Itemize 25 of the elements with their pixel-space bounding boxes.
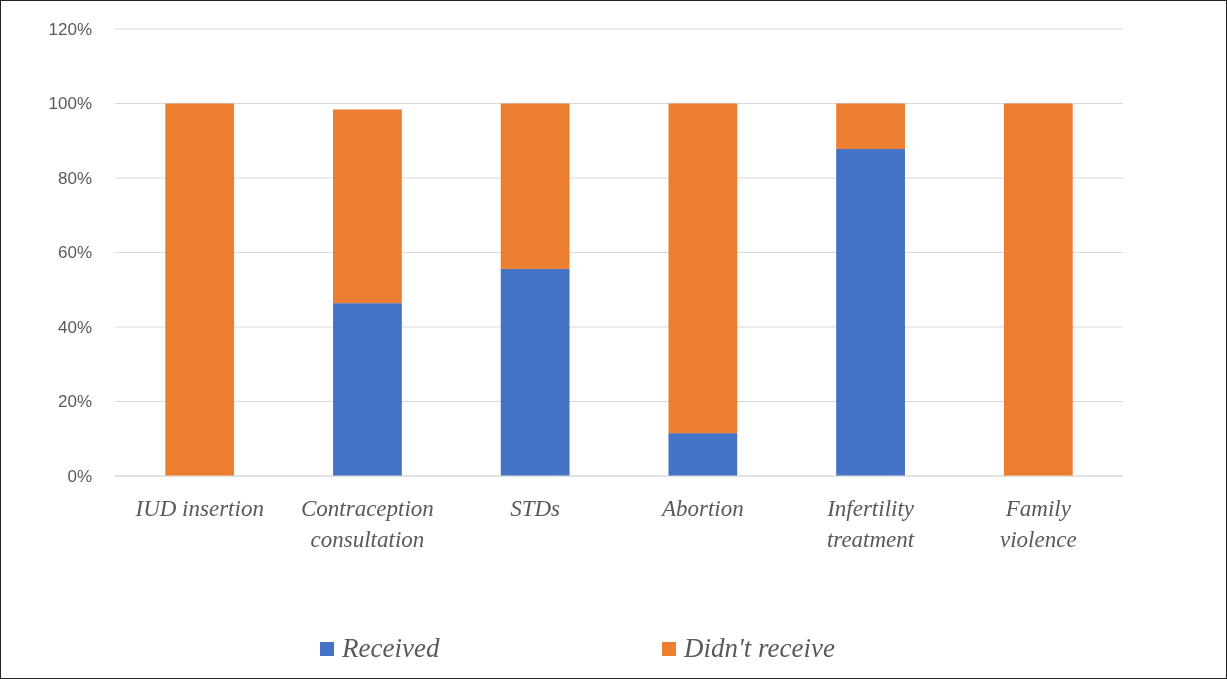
y-tick-label: 100% (48, 94, 92, 114)
y-tick-label: 20% (57, 392, 92, 412)
x-tick-label: Abortion (659, 496, 744, 521)
x-tick-label: Family violence (999, 496, 1077, 552)
bar (668, 103, 738, 434)
bar (165, 103, 235, 476)
y-tick-label: 0% (67, 466, 92, 486)
legend-label: Didn't receive (683, 633, 835, 663)
y-tick-label: 120% (48, 19, 92, 39)
bar (836, 148, 905, 476)
y-tick-label: 60% (57, 243, 92, 263)
bar (500, 268, 570, 476)
bar (333, 109, 402, 304)
bar (836, 103, 905, 149)
x-tick-label: Contraception consultation (300, 496, 434, 552)
x-tick-label: Infertility treatment (826, 496, 915, 552)
legend-label: Received (341, 633, 440, 663)
y-tick-label: 40% (57, 317, 92, 337)
bar (668, 433, 738, 476)
bar (1003, 103, 1073, 476)
y-tick-label: 80% (57, 168, 92, 188)
bar (500, 103, 570, 269)
bar (333, 303, 402, 476)
x-tick-label: STDs (510, 496, 561, 521)
x-tick-label: IUD insertion (134, 496, 264, 521)
